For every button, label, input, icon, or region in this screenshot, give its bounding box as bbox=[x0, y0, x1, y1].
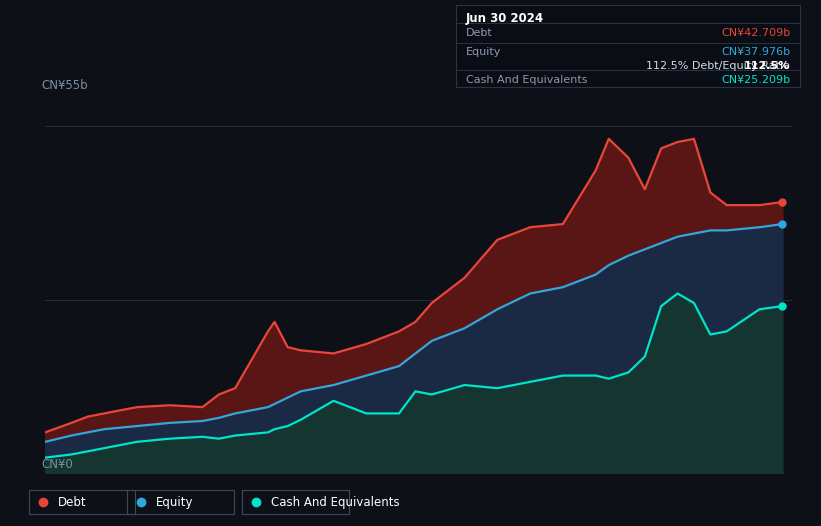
Text: CN¥37.976b: CN¥37.976b bbox=[721, 47, 790, 57]
Text: 112.5%: 112.5% bbox=[744, 60, 790, 70]
Text: CN¥42.709b: CN¥42.709b bbox=[721, 28, 790, 38]
Text: CN¥55b: CN¥55b bbox=[41, 79, 88, 92]
Text: Jun 30 2024: Jun 30 2024 bbox=[466, 12, 544, 25]
Text: CN¥25.209b: CN¥25.209b bbox=[721, 75, 790, 85]
Text: Equity: Equity bbox=[466, 47, 502, 57]
Text: 112.5% Debt/Equity Ratio: 112.5% Debt/Equity Ratio bbox=[646, 60, 790, 70]
Text: CN¥0: CN¥0 bbox=[41, 458, 73, 471]
Text: Debt: Debt bbox=[57, 496, 86, 509]
Text: Debt: Debt bbox=[466, 28, 493, 38]
Text: Cash And Equivalents: Cash And Equivalents bbox=[271, 496, 400, 509]
Text: Equity: Equity bbox=[156, 496, 194, 509]
Text: Cash And Equivalents: Cash And Equivalents bbox=[466, 75, 588, 85]
